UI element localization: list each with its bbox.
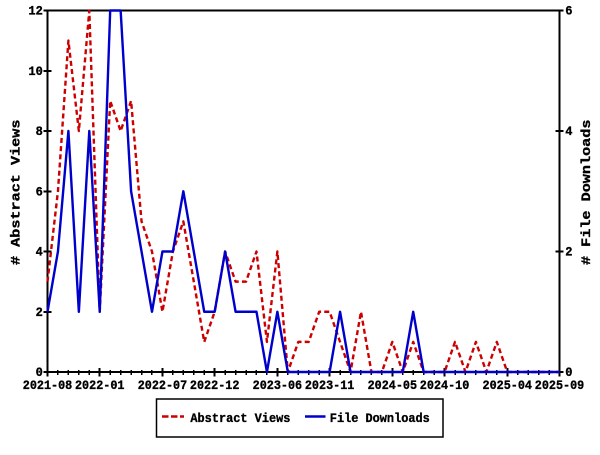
svg-text:8: 8 [36, 124, 43, 139]
svg-text:2: 2 [36, 305, 43, 320]
svg-text:2024-10: 2024-10 [420, 378, 470, 393]
svg-text:2023-11: 2023-11 [305, 378, 355, 393]
svg-text:10: 10 [28, 64, 43, 79]
svg-text:4: 4 [565, 124, 572, 139]
svg-text:# Abstract Views: # Abstract Views [8, 119, 23, 265]
svg-text:6: 6 [565, 4, 572, 19]
svg-text:2025-04: 2025-04 [483, 378, 533, 393]
svg-text:2021-08: 2021-08 [23, 378, 73, 393]
svg-text:4: 4 [36, 245, 43, 260]
svg-text:2022-07: 2022-07 [138, 378, 188, 393]
svg-text:2022-01: 2022-01 [75, 378, 125, 393]
svg-text:12: 12 [28, 4, 43, 19]
svg-text:2022-12: 2022-12 [190, 378, 240, 393]
svg-text:File Downloads: File Downloads [330, 411, 430, 426]
svg-text:2023-06: 2023-06 [253, 378, 303, 393]
svg-text:0: 0 [36, 365, 43, 380]
svg-text:2024-05: 2024-05 [368, 378, 418, 393]
svg-text:2: 2 [565, 245, 572, 260]
svg-text:2025-09: 2025-09 [535, 378, 585, 393]
svg-text:6: 6 [36, 184, 43, 199]
svg-text:0: 0 [565, 365, 572, 380]
svg-text:Abstract Views: Abstract Views [190, 411, 290, 426]
svg-text:# File Downloads: # File Downloads [579, 119, 594, 265]
